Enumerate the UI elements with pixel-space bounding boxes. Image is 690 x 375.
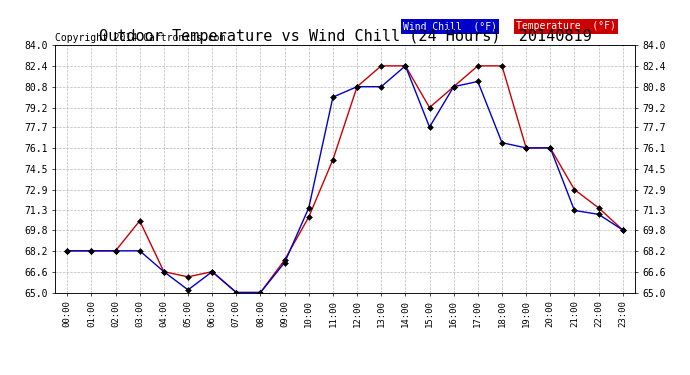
Title: Outdoor Temperature vs Wind Chill (24 Hours)  20140819: Outdoor Temperature vs Wind Chill (24 Ho… — [99, 29, 591, 44]
Text: Wind Chill  (°F): Wind Chill (°F) — [403, 21, 497, 32]
Text: Copyright 2014 Cartronics.com: Copyright 2014 Cartronics.com — [55, 33, 226, 42]
Text: Temperature  (°F): Temperature (°F) — [516, 21, 616, 32]
